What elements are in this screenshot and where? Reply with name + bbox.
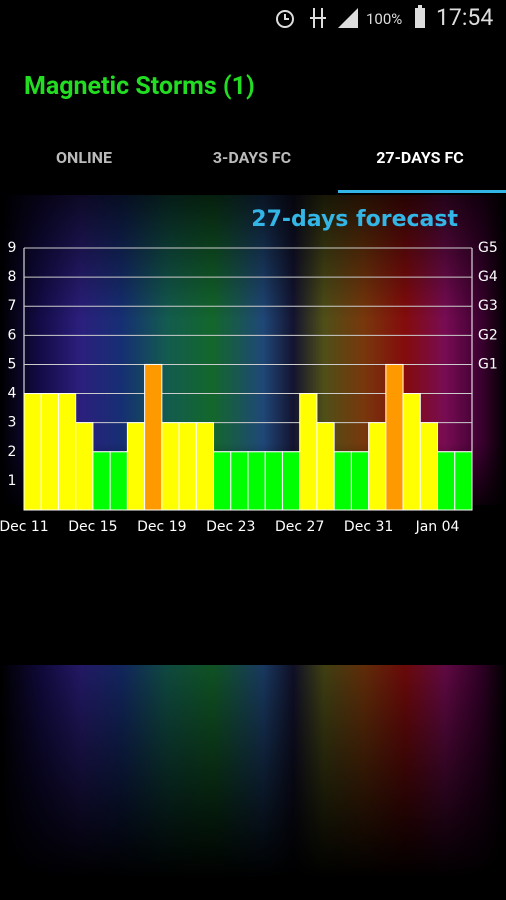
y-tick-label: 2 — [8, 444, 17, 460]
x-tick-label: Dec 19 — [137, 519, 186, 535]
y2-tick-label: G5 — [478, 240, 498, 256]
y-tick-label: 5 — [8, 356, 17, 372]
x-tick-label: Dec 15 — [68, 519, 117, 535]
bar — [385, 363, 404, 511]
y-tick-label: 6 — [8, 327, 17, 343]
tab[interactable]: ONLINE — [56, 148, 112, 167]
bar — [402, 393, 421, 511]
bar — [195, 422, 215, 511]
app-title: Magnetic Storms (1) — [24, 72, 255, 101]
bar — [23, 393, 42, 511]
y-tick-label: 3 — [8, 415, 17, 431]
bar — [109, 451, 128, 511]
y-tick-label: 4 — [8, 386, 17, 402]
bar — [281, 451, 301, 511]
x-tick-label: Dec 11 — [0, 519, 49, 535]
clock: 17:54 — [436, 4, 494, 31]
bar — [316, 422, 335, 511]
status-icons — [276, 5, 425, 28]
x-tick-label: Dec 23 — [206, 519, 255, 535]
bar — [57, 393, 77, 511]
x-tick-label: Dec 31 — [344, 519, 393, 535]
bar — [454, 451, 473, 511]
y2-tick-label: G4 — [478, 269, 498, 285]
bar — [333, 451, 352, 511]
bar — [247, 451, 266, 511]
x-tick-label: Dec 27 — [275, 519, 324, 535]
y2-tick-label: G1 — [478, 356, 498, 372]
y2-tick-label: G3 — [478, 298, 498, 314]
bar — [230, 451, 249, 511]
bar — [161, 422, 180, 511]
bar — [75, 422, 94, 511]
bar — [40, 393, 59, 511]
chart-title: 27-days forecast — [251, 207, 458, 232]
bar — [264, 451, 283, 511]
y-tick-label: 8 — [8, 269, 17, 285]
chart: 27-days forecast 1 2 3 4 5 6 7 8 9 G1 G2 G3 G4 G5 Dec … — [0, 207, 498, 535]
aurora-reflection — [0, 665, 506, 880]
bar — [350, 451, 370, 511]
bar — [299, 393, 318, 511]
y-tick-label: 9 — [8, 240, 17, 256]
bar — [92, 451, 111, 511]
bar — [144, 363, 163, 511]
bar — [213, 451, 232, 511]
bar — [368, 422, 387, 511]
tab[interactable]: 27-DAYS FC — [376, 148, 464, 167]
bar — [178, 422, 197, 511]
bar — [419, 422, 439, 511]
bar — [126, 422, 146, 511]
y-tick-label: 7 — [8, 298, 17, 314]
y2-tick-label: G2 — [478, 327, 498, 343]
tab[interactable]: 3-DAYS FC — [212, 148, 292, 167]
y-tick-label: 1 — [8, 473, 17, 489]
battery-level: 100% — [366, 10, 403, 28]
status-bar: 100% 17:54 — [0, 0, 506, 38]
bar — [437, 451, 456, 511]
tab-indicator — [338, 190, 506, 193]
x-tick-label: Jan 04 — [415, 519, 460, 535]
